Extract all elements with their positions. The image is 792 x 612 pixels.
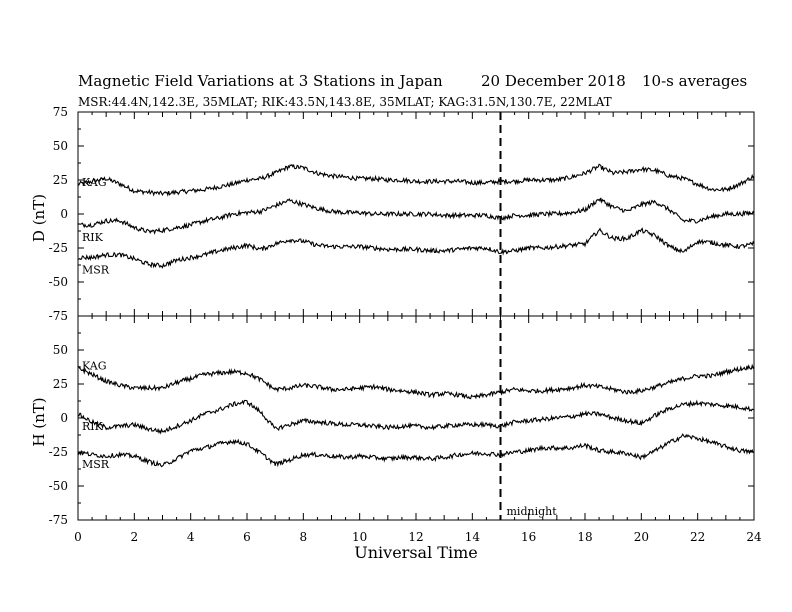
y-tick-label: 0: [60, 207, 68, 221]
x-tick-label: 8: [300, 530, 308, 544]
series-label-rik: RIK: [82, 231, 104, 244]
midnight-marker-label: midnight: [507, 505, 558, 518]
chart-averaging-note: 10-s averages: [642, 72, 748, 90]
panel-frame: [77, 111, 755, 317]
x-tick-label: 16: [521, 530, 536, 544]
y-tick-label: 50: [53, 343, 68, 357]
series-line-msr: [77, 227, 755, 269]
x-tick-label: 24: [746, 530, 762, 544]
y-tick-label: 25: [53, 173, 68, 187]
x-tick-label: 14: [465, 530, 481, 544]
panel-frame: [77, 315, 755, 521]
y-tick-label: -75: [49, 513, 68, 527]
chart-subtitle-stations: MSR:44.4N,142.3E, 35MLAT; RIK:43.5N,143.…: [78, 95, 612, 109]
x-tick-label: 22: [690, 530, 705, 544]
x-tick-label: 18: [577, 530, 592, 544]
series-label-rik: RIK: [82, 420, 104, 433]
panel-h: 50 25 0 -25 -50 -75 H (nT) KAG RIK MSR: [30, 315, 755, 527]
x-tick-label: 6: [243, 530, 251, 544]
series-line-rik: [77, 197, 755, 235]
y-tick-label: -25: [49, 445, 68, 459]
y-axis-label: D (nT): [30, 194, 48, 242]
series-label-msr: MSR: [82, 264, 110, 277]
series-label-kag: KAG: [82, 360, 107, 373]
x-tick-label: 4: [187, 530, 195, 544]
series-label-kag: KAG: [82, 176, 107, 189]
chart-date: 20 December 2018: [481, 72, 626, 90]
y-tick-label: 50: [53, 139, 68, 153]
x-tick-label: 0: [74, 530, 82, 544]
panel-d: 75 50 25 0 -25 -50 -75 D (nT) KAG RIK MSR: [30, 105, 755, 323]
y-tick-label: 25: [53, 377, 68, 391]
y-tick-label: -50: [49, 479, 68, 493]
series-label-msr: MSR: [82, 458, 110, 471]
x-tick-label: 12: [408, 530, 423, 544]
x-tick-label: 20: [634, 530, 649, 544]
y-axis-label: H (nT): [30, 397, 48, 446]
y-tick-label: -75: [49, 309, 68, 323]
series-line-kag: [77, 163, 755, 197]
y-tick-label: -50: [49, 275, 68, 289]
y-tick-label: 75: [53, 105, 68, 119]
x-tick-label: 10: [352, 530, 367, 544]
x-tick-label: 2: [131, 530, 139, 544]
chart-title: Magnetic Field Variations at 3 Stations …: [78, 72, 443, 90]
y-tick-label: -25: [49, 241, 68, 255]
series-line-kag: [77, 363, 755, 400]
series-line-msr: [77, 433, 755, 468]
x-axis-label: Universal Time: [354, 543, 477, 562]
y-tick-label: 0: [60, 411, 68, 425]
series-line-rik: [77, 399, 755, 435]
